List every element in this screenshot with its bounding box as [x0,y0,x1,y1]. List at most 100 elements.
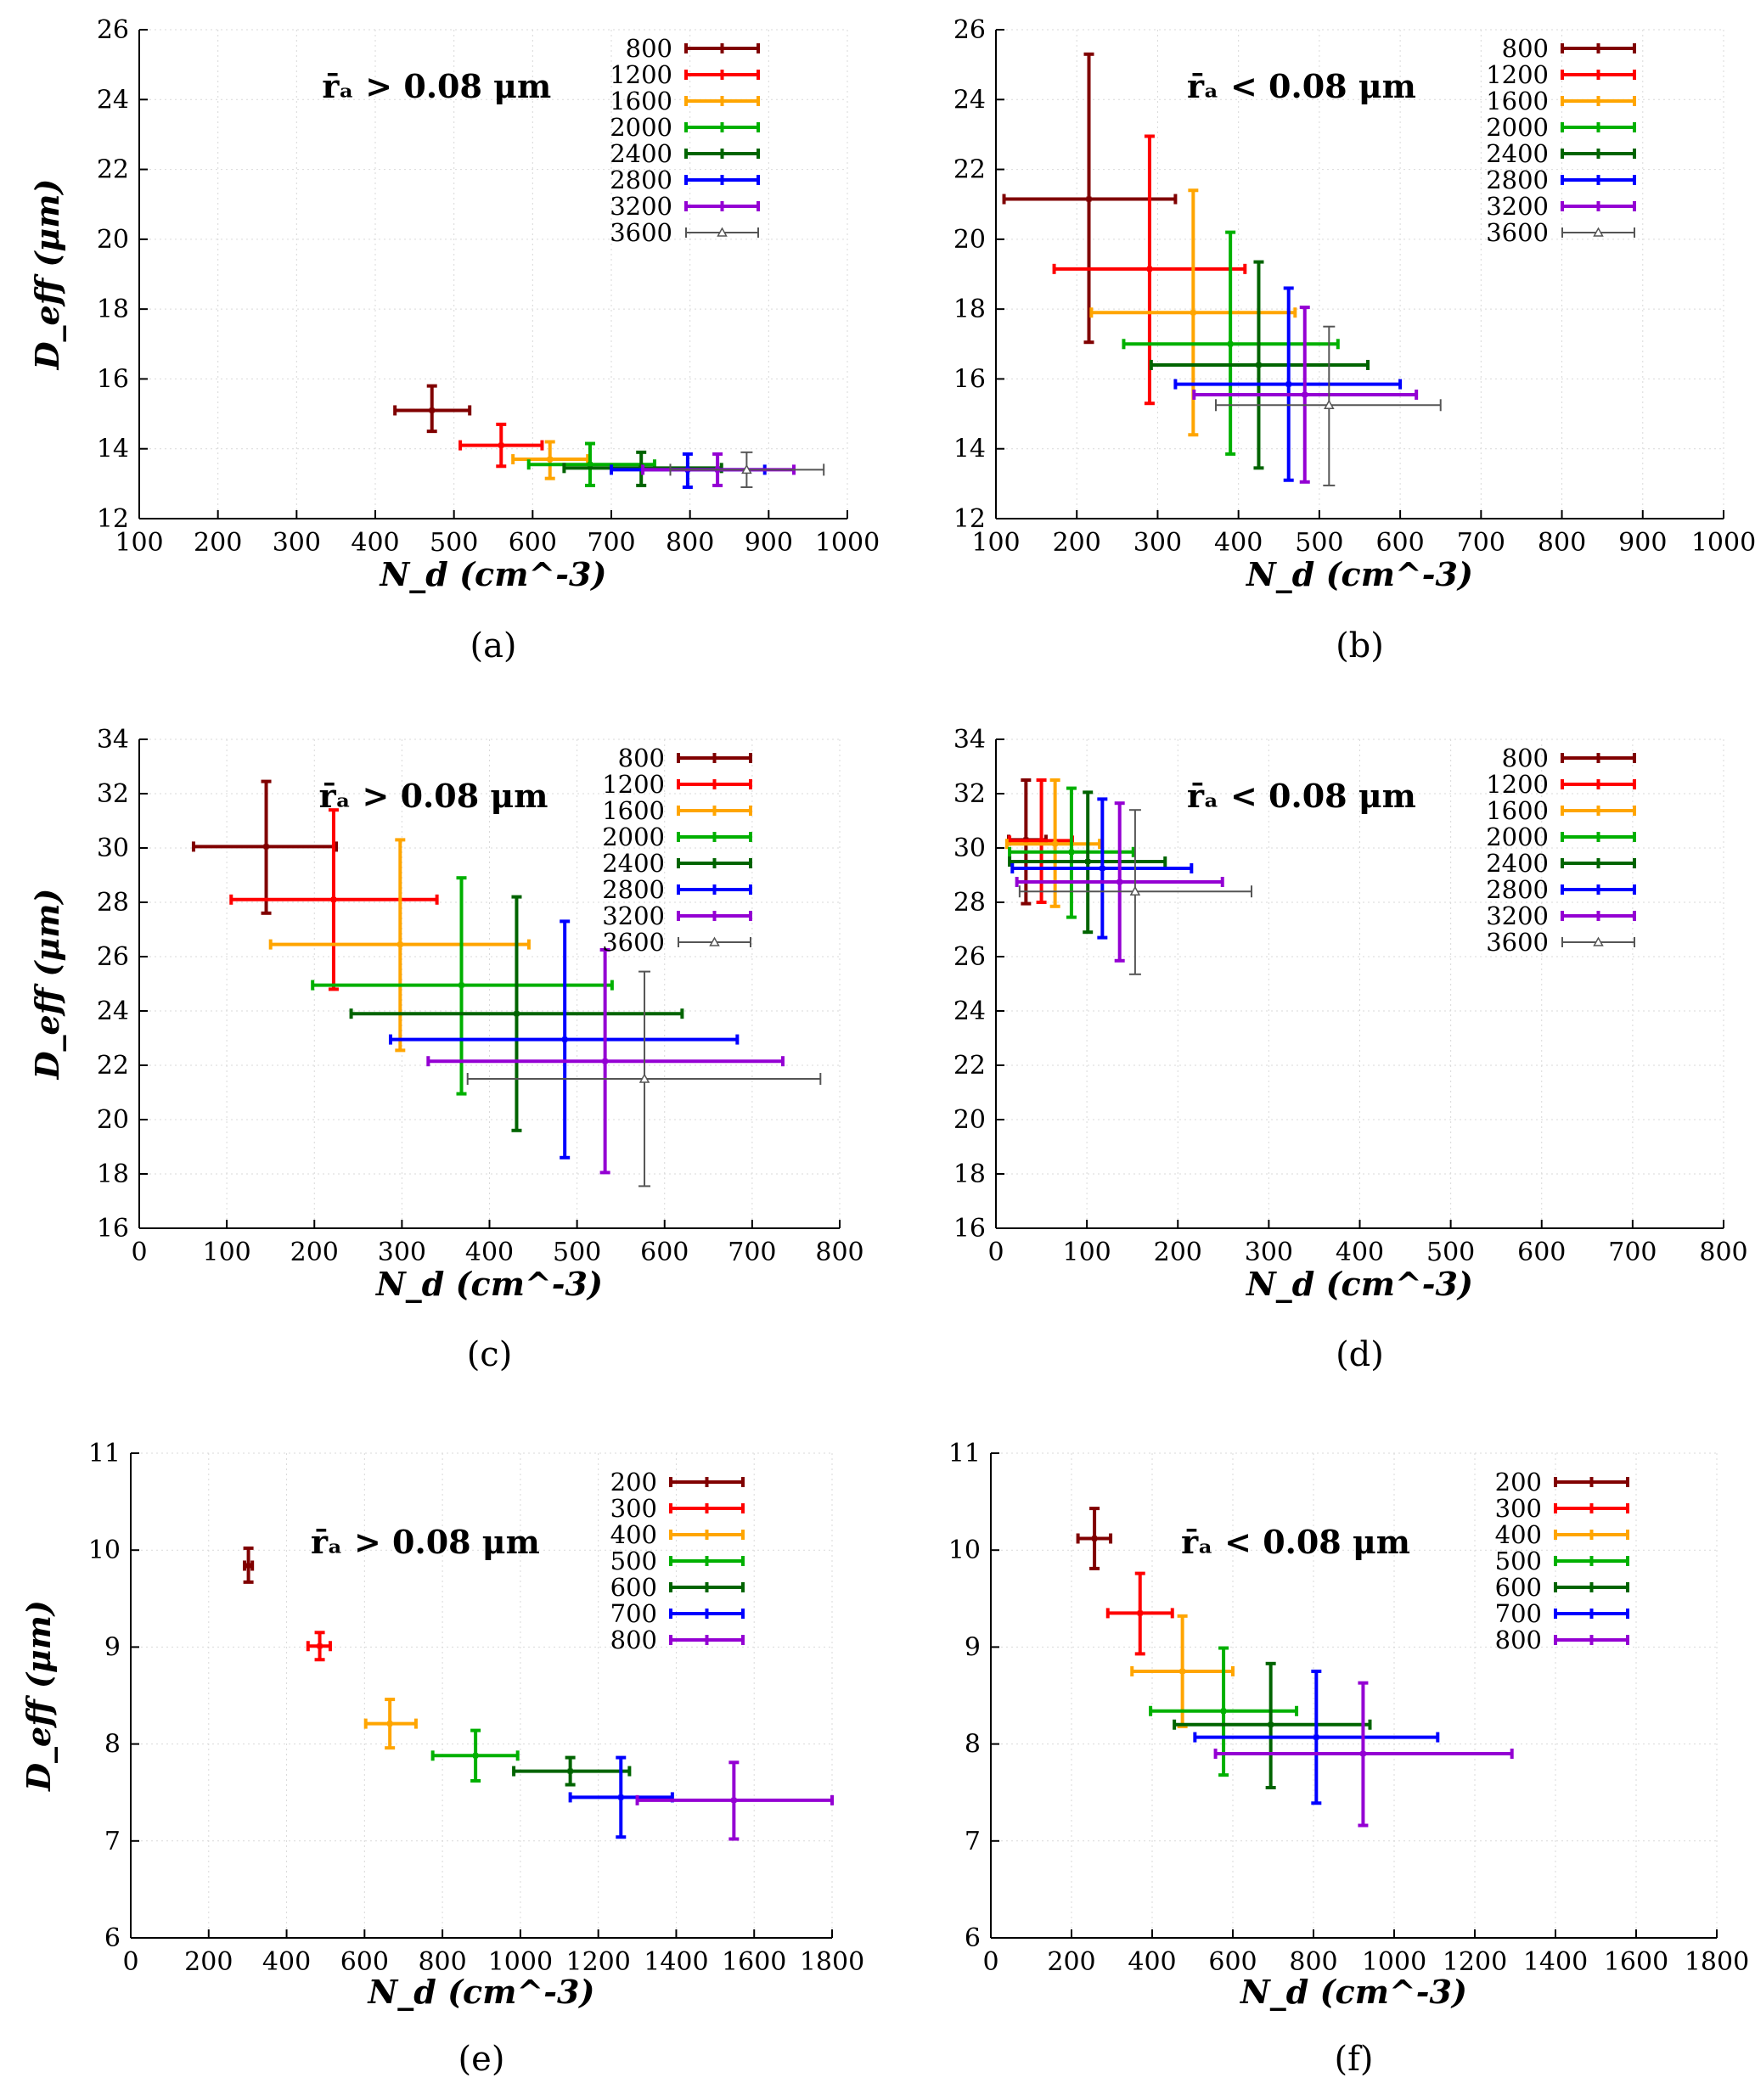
legend-label: 400 [610,1520,657,1549]
y-tick-label: 20 [97,1105,129,1135]
series-400 [1130,1614,1235,1729]
legend-item: 2800 [1486,166,1636,194]
panel-c: 0 100 200 300 400 500 600 700 800 16 18 20 22 24 26 28 3… [28,725,864,1374]
data-point [1068,849,1074,855]
series-2800 [1173,286,1403,482]
legend-label: 1200 [1486,770,1549,799]
data-point [387,1721,393,1727]
x-tick-label: 300 [1245,1238,1293,1267]
data-point [1190,310,1196,316]
x-tick-label: 1600 [722,1947,786,1977]
legend-item: 700 [610,1599,745,1628]
legend-label: 2000 [610,113,672,142]
series-800 [1213,1681,1514,1828]
panel-caption: (d) [1336,1335,1384,1374]
y-tick-label: 7 [965,1827,981,1856]
series-1200 [229,808,439,991]
annotation-label: r̄ₐ > 0.08 μm [319,777,548,815]
y-tick-label: 14 [97,435,129,464]
y-tick-label: 18 [953,1159,986,1189]
x-tick-label: 300 [378,1238,426,1267]
y-axis-title: D_eff (μm) [20,1600,58,1792]
legend-label: 1600 [610,87,672,115]
panel-caption: (f) [1334,2040,1373,2079]
legend-item: 500 [1495,1547,1629,1575]
x-tick-label: 800 [1538,528,1586,558]
series-600 [512,1755,632,1787]
series-2000 [526,441,656,487]
y-tick-label: 18 [953,295,986,324]
y-tick-label: 16 [953,1214,986,1244]
x-axis-title: N_d (cm^-3) [1246,555,1473,593]
series-700 [568,1755,674,1839]
series-1200 [1052,134,1247,406]
legend-label: 800 [1502,744,1549,772]
legend-item: 2400 [1486,849,1636,878]
data-point [1092,1536,1098,1541]
y-tick-label: 30 [953,834,986,863]
x-tick-label: 400 [262,1947,311,1977]
x-tick-label: 900 [1618,528,1667,558]
legend-item: 1200 [1486,60,1636,89]
annotation-label: r̄ₐ < 0.08 μm [1181,1523,1410,1561]
y-tick-label: 10 [88,1536,121,1565]
series-400 [363,1698,418,1750]
legend-label: 700 [1495,1599,1542,1628]
y-tick-label: 24 [953,997,986,1026]
legend-item: 3600 [1486,218,1635,247]
data-point-triangle [741,463,752,474]
x-tick-label: 1000 [815,528,880,558]
legend-label: 500 [610,1547,657,1575]
legend-item: 3200 [1486,901,1636,930]
legend-item: 800 [618,744,752,772]
x-tick-label: 500 [1426,1238,1475,1267]
x-tick-label: 400 [1336,1238,1384,1267]
series-200 [242,1546,255,1584]
legend-label: 2400 [602,849,665,878]
data-point [1285,381,1291,387]
panel-caption: (b) [1336,626,1384,665]
x-tick-label: 800 [418,1947,466,1977]
x-tick-label: 500 [430,528,478,558]
legend-label: 3600 [610,218,672,247]
y-tick-label: 32 [97,779,129,809]
legend-item: 3200 [602,901,752,930]
data-point [514,1011,520,1017]
series-3600 [1018,809,1253,975]
x-tick-label: 1000 [1691,528,1755,558]
data-point [1052,841,1058,847]
x-axis-title: N_d (cm^-3) [375,1265,603,1303]
x-tick-label: 0 [122,1947,138,1977]
x-tick-label: 600 [1208,1947,1257,1977]
x-tick-label: 1200 [1443,1947,1507,1977]
data-point [458,982,464,988]
series-1200 [1008,778,1074,904]
legend-label: 2800 [602,875,665,904]
y-tick-label: 22 [97,155,129,185]
y-tick-label: 10 [948,1536,981,1565]
legend-item: 1200 [602,770,752,799]
x-tick-label: 800 [1699,1238,1747,1267]
legend-label: 800 [626,34,672,63]
y-tick-label: 12 [953,504,986,534]
x-tick-label: 700 [1608,1238,1657,1267]
y-tick-label: 16 [97,1214,129,1244]
x-tick-label: 400 [351,528,399,558]
data-point [245,1563,251,1569]
x-tick-label: 0 [131,1238,147,1267]
y-tick-label: 24 [97,85,129,115]
panel-e: 0 200 400 600 800 1000 1200 1400 1600 1800 6 7 8 9 10 1… [20,1439,864,2079]
y-tick-label: 18 [97,1159,129,1189]
x-tick-label: 800 [815,1238,863,1267]
x-tick-label: 700 [587,528,635,558]
legend-label: 200 [610,1468,657,1496]
legend-label: 800 [610,1626,657,1654]
y-tick-label: 18 [97,295,129,324]
legend-label: 700 [610,1599,657,1628]
x-tick-label: 700 [1457,528,1505,558]
legend-item: 200 [610,1468,745,1496]
legend-item: 1200 [1486,770,1636,799]
legend-label: 3200 [610,192,672,221]
x-tick-label: 100 [202,1238,250,1267]
